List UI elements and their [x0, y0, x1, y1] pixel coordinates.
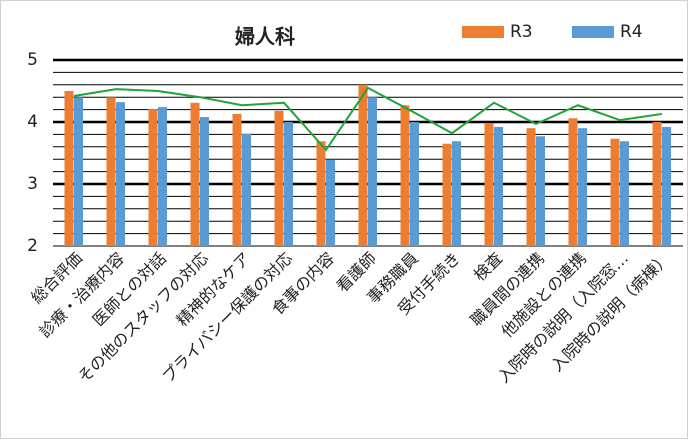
bar	[106, 97, 116, 246]
bar	[200, 117, 209, 246]
bar	[358, 84, 368, 246]
bar	[190, 102, 200, 246]
bar	[74, 97, 83, 246]
bar	[536, 136, 545, 246]
bar	[662, 126, 671, 246]
legend-swatch	[572, 26, 614, 38]
bar	[284, 122, 293, 246]
chart-title: 婦人科	[234, 25, 295, 49]
bar	[610, 138, 620, 246]
bar	[652, 122, 662, 246]
bar	[620, 141, 629, 246]
bar	[442, 143, 452, 246]
legend-swatch	[462, 26, 504, 38]
bar	[158, 107, 167, 247]
y-tick-label: 3	[27, 174, 38, 194]
bar	[274, 110, 284, 246]
bar	[410, 122, 419, 246]
bar	[116, 102, 125, 246]
bar	[316, 141, 326, 246]
bar	[368, 97, 377, 246]
bar	[484, 123, 494, 246]
y-tick-label: 4	[27, 112, 38, 132]
bar	[326, 159, 335, 246]
bar	[232, 113, 242, 246]
line-series	[73, 86, 663, 152]
y-tick-label: 5	[27, 50, 38, 70]
bar	[578, 128, 587, 246]
bar	[400, 105, 410, 246]
bar	[494, 126, 503, 246]
bar	[568, 118, 578, 246]
bar	[242, 133, 251, 246]
legend-label: R3	[510, 22, 533, 42]
bar	[148, 108, 158, 246]
bar	[526, 128, 536, 246]
bar	[64, 91, 74, 246]
legend-label: R4	[620, 22, 643, 42]
bar	[452, 141, 461, 246]
y-tick-label: 2	[27, 236, 38, 256]
